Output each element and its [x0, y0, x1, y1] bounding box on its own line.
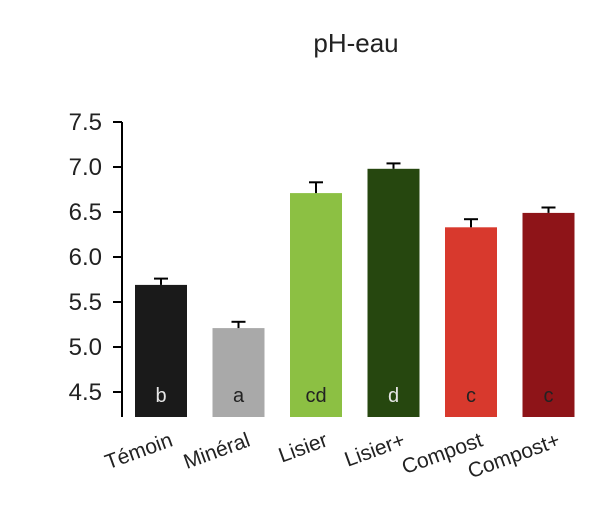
significance-letter: d [388, 385, 399, 407]
bar [290, 193, 342, 417]
bar [135, 284, 187, 417]
y-tick-label: 6.5 [69, 199, 102, 226]
x-tick-label: Lisier [276, 429, 331, 468]
significance-letter: cd [305, 385, 326, 407]
bar [522, 212, 575, 417]
chart-title: pH-eau [313, 28, 398, 58]
significance-letter: c [466, 385, 476, 407]
y-ticks: 4.5 5.0 5.5 6.0 6.5 7.0 7.5 [69, 109, 122, 406]
y-tick-label: 7.5 [69, 109, 102, 136]
y-tick-label: 4.5 [69, 379, 102, 406]
bar [367, 168, 420, 417]
x-tick-label: Lisier+ [342, 429, 409, 472]
x-ticks: Témoin Minéral Lisier Lisier+CompostCompost… [102, 429, 563, 484]
x-tick-label: Témoin [102, 429, 176, 475]
x-tick-label: Minéral [181, 429, 254, 474]
bar [445, 227, 497, 417]
y-tick-label: 5.0 [69, 334, 102, 361]
bar [212, 328, 265, 417]
significance-letter: b [155, 385, 166, 407]
significance-letter: a [233, 385, 245, 407]
bars: b a cd d c c [135, 162, 575, 417]
significance-letter: c [544, 385, 554, 407]
y-tick-label: 5.5 [69, 289, 102, 316]
y-tick-label: 6.0 [69, 244, 102, 271]
y-tick-label: 7.0 [69, 154, 102, 181]
